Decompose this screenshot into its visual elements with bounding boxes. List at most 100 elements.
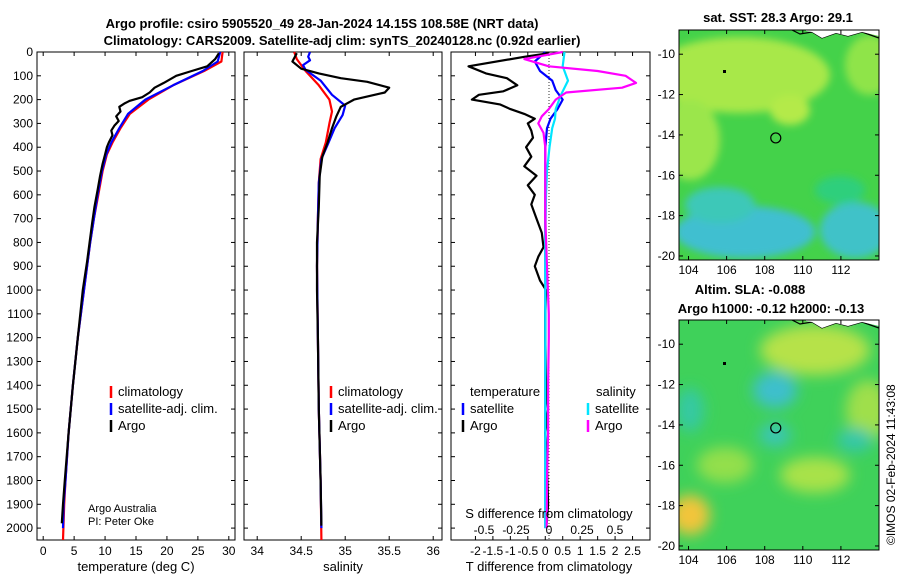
- sst-land: [806, 30, 879, 38]
- sst-warm-patch: [679, 100, 720, 180]
- series-argo: [60, 52, 220, 524]
- x-tick-label: -1: [505, 544, 516, 558]
- y-tick-label: 1200: [6, 331, 33, 345]
- sla-high-patch: [780, 457, 850, 493]
- s-tick-label: -0.5: [474, 523, 495, 537]
- map-y-tick-label: -12: [658, 378, 676, 392]
- sla-low-patch: [759, 423, 791, 447]
- y-tick-label: 500: [13, 164, 33, 178]
- sst-island-dot: [723, 70, 726, 73]
- x-tick-label: -0.5: [517, 544, 538, 558]
- legend-temperature-title: temperature: [470, 384, 540, 399]
- difference-lines: [467, 50, 638, 529]
- map-x-tick-label: 112: [831, 553, 850, 567]
- s-difference-tick-labels: -0.5 -0.25 0 0.25 0.5: [474, 523, 624, 537]
- legend-argo-label: Argo: [118, 418, 145, 433]
- sla-heatmap: [679, 320, 879, 550]
- x-tick-label: 34.5: [290, 544, 314, 558]
- argo-location-marker: [770, 132, 782, 144]
- y-tick-label: 1300: [6, 354, 33, 368]
- temperature-x-axis: 0 5 10 15 20 25 30: [40, 52, 236, 558]
- map-x-tick-label: 108: [755, 553, 775, 567]
- y-tick-label: 400: [13, 140, 33, 154]
- temperature-axes-frame: [36, 51, 236, 541]
- x-tick-label: -1.5: [483, 544, 504, 558]
- y-tick-label: 700: [13, 212, 33, 226]
- temperature-panel: 0100200300400500600700800900100011001200…: [6, 45, 236, 574]
- difference-panel: -2 -1.5 -1 -0.5 0 0.5 1 1.5 2 2.5 temperature sal…: [450, 50, 651, 574]
- y-tick-label: 1400: [6, 378, 33, 392]
- sst-map-title: sat. SST: 28.3 Argo: 29.1: [703, 10, 853, 25]
- map-y-tick-label: -18: [658, 499, 676, 513]
- map-y-tick-label: -10: [658, 337, 676, 351]
- sst-map-axes: 104 106 108 110 112 -10 -12 -14 -16 -18 -20: [658, 30, 879, 277]
- y-tick-label: 1600: [6, 426, 33, 440]
- y-tick-label: 100: [13, 69, 33, 83]
- y-tick-label: 2000: [6, 521, 33, 535]
- difference-axes-frame: [450, 51, 651, 541]
- salinity-lines: [291, 51, 391, 541]
- s-tick-label: 0.25: [570, 523, 594, 537]
- figure-title-line2: Climatology: CARS2009. Satellite-adj cli…: [104, 33, 581, 48]
- salinity-x-label: salinity: [323, 559, 363, 574]
- x-tick-label: -2: [470, 544, 481, 558]
- map-y-tick-label: -10: [658, 47, 676, 61]
- x-tick-label: 0: [40, 544, 47, 558]
- map-y-tick-label: -14: [658, 418, 676, 432]
- credit-line2: PI: Peter Oke: [88, 516, 154, 528]
- map-x-tick-label: 106: [717, 553, 737, 567]
- y-tick-label: 900: [13, 259, 33, 273]
- x-tick-label: 2.5: [624, 544, 641, 558]
- figure-title-line1: Argo profile: csiro 5905520_49 28-Jan-20…: [106, 16, 539, 31]
- x-tick-label: 34: [251, 544, 265, 558]
- series-s-satellite: [544, 51, 570, 529]
- temperature-lines: [60, 51, 224, 541]
- x-tick-label: 25: [191, 544, 205, 558]
- legend-s-satellite-label: satellite: [595, 401, 639, 416]
- sla-high-patch: [679, 495, 710, 535]
- map-y-tick-label: -16: [658, 168, 676, 182]
- x-tick-label: 0.5: [554, 544, 571, 558]
- sla-map-axes: 104 106 108 110 112 -10 -12 -14 -16 -18 -20: [658, 320, 879, 567]
- sst-mid-patch: [815, 176, 865, 204]
- x-tick-label: 1.5: [589, 544, 606, 558]
- map-y-tick-label: -14: [658, 128, 676, 142]
- x-tick-label: 15: [129, 544, 143, 558]
- x-tick-label: 30: [222, 544, 236, 558]
- sst-cool-patch: [820, 202, 879, 258]
- sla-map-title-line2: Argo h1000: -0.12 h2000: -0.13: [678, 301, 864, 316]
- map-x-tick-label: 104: [679, 263, 699, 277]
- s-tick-label: 0: [546, 523, 553, 537]
- s-tick-label: -0.25: [502, 523, 530, 537]
- x-tick-label: 36: [427, 544, 441, 558]
- y-tick-label: 1800: [6, 473, 33, 487]
- x-tick-label: 35: [339, 544, 353, 558]
- sst-heatmap: [679, 30, 879, 260]
- credit-line1: Argo Australia: [88, 503, 157, 515]
- x-tick-label: 1: [577, 544, 584, 558]
- x-tick-label: 2: [612, 544, 619, 558]
- salinity-panel: 34 34.5 35 35.5 36 salinity climatology sate…: [243, 51, 443, 574]
- y-tick-label: 600: [13, 188, 33, 202]
- legend-satellite-label: satellite-adj. clim.: [118, 401, 218, 416]
- legend-salinity-title: salinity: [596, 384, 636, 399]
- map-x-tick-label: 110: [793, 263, 812, 277]
- x-tick-label: 35.5: [378, 544, 402, 558]
- difference-y-ticks: [451, 51, 650, 529]
- t-difference-label: T difference from climatology: [466, 559, 633, 574]
- map-x-tick-label: 106: [717, 263, 737, 277]
- temperature-legend: climatology satellite-adj. clim. Argo: [109, 384, 218, 433]
- map-x-tick-label: 112: [831, 263, 850, 277]
- sst-map-panel: sat. SST: 28.3 Argo: 29.1 104 106 108 110 11…: [658, 10, 880, 277]
- salinity-legend: climatology satellite-adj. clim. Argo: [329, 384, 438, 433]
- sla-high-patch: [846, 380, 879, 440]
- sla-land: [806, 320, 879, 328]
- sla-low-patch: [753, 372, 797, 408]
- y-tick-label: 1000: [6, 283, 33, 297]
- x-tick-label: 10: [98, 544, 112, 558]
- map-y-tick-label: -18: [658, 209, 676, 223]
- x-tick-label: 5: [71, 544, 78, 558]
- sla-island-dot: [723, 362, 726, 365]
- sla-low-patch: [679, 388, 704, 432]
- y-tick-label: 1500: [6, 402, 33, 416]
